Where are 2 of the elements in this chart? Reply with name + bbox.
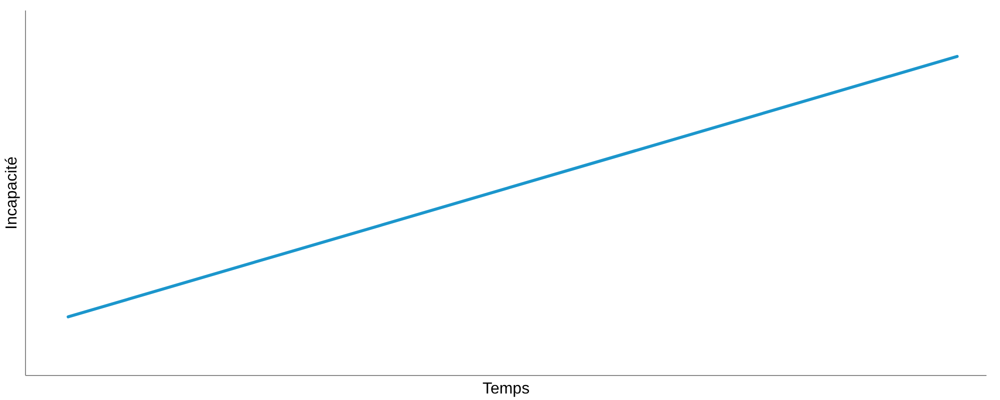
- y-axis-title: Incapacité: [4, 156, 20, 230]
- x-axis-title: Temps: [482, 380, 530, 398]
